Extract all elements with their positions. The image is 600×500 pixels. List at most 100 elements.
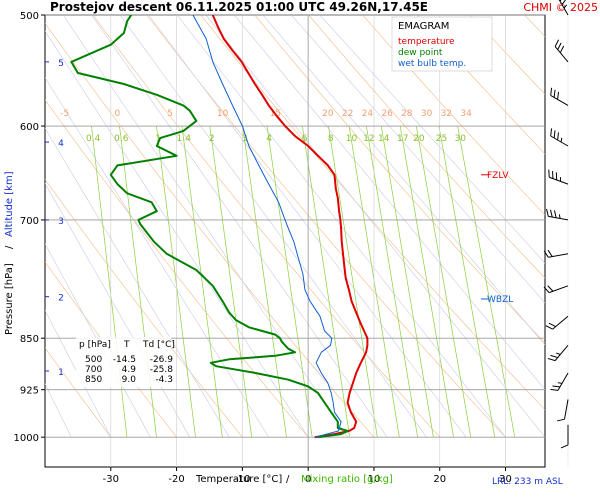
- altitude-tick-label: 1: [58, 368, 64, 378]
- dry-adiabat-line: [45, 99, 309, 438]
- y-tick-label: 600: [20, 122, 39, 133]
- wind-barb-flag: [553, 89, 556, 98]
- wind-barb-flag: [548, 169, 550, 178]
- potential-temp-label: 32: [441, 109, 452, 119]
- legend-title: EMAGRAM: [398, 21, 449, 32]
- mixing-ratio-line: [302, 125, 351, 438]
- wind-barb-staff: [557, 0, 569, 16]
- wind-barb-flag: [556, 418, 565, 422]
- wet-bulb-zero-marker: WBZL: [481, 295, 513, 305]
- table-header-t: T: [123, 340, 130, 350]
- wind-barb-staff: [554, 46, 569, 63]
- dry-adiabat-line: [146, 15, 506, 438]
- mixing-ratio-label: 2: [209, 134, 215, 144]
- moist-adiabat-line: [45, 383, 72, 438]
- wind-barb: [550, 372, 569, 391]
- wind-barb: [547, 344, 569, 362]
- table-cell: 9.0: [122, 375, 137, 385]
- wind-barb-flag: [560, 444, 569, 449]
- mixing-ratio-line: [328, 125, 378, 438]
- wind-barb-flag: [550, 87, 553, 96]
- mixing-ratio-label: 14: [378, 134, 390, 144]
- wind-barb: [543, 249, 569, 258]
- wind-barb: [556, 399, 569, 422]
- potential-temp-label: 24: [362, 109, 374, 119]
- wind-barb-flag: [559, 45, 565, 53]
- x-tick-label: -30: [103, 474, 119, 485]
- wind-barb: [543, 285, 569, 294]
- mixing-ratio-label: 3: [242, 134, 248, 144]
- mixing-ratio-label: 0.6: [114, 134, 129, 144]
- potential-temp-label: 26: [381, 109, 393, 119]
- potential-temp-label: 10: [217, 109, 229, 119]
- dry-adiabat-line: [92, 15, 440, 438]
- y-axis-label-pressure: Pressure [hPa]: [4, 263, 15, 335]
- mixing-ratio-line: [156, 125, 196, 438]
- x-tick-label: 20: [433, 474, 446, 485]
- potential-temp-label: 28: [401, 109, 413, 119]
- wind-barb-staff: [549, 176, 569, 185]
- x-tick-label: 10: [368, 474, 381, 485]
- mixing-ratio-label: 25: [436, 134, 447, 144]
- freezing-level-marker: FZLV: [481, 171, 509, 181]
- potential-temp-label: 22: [342, 109, 353, 119]
- moist-adiabat-line: [148, 15, 467, 438]
- wind-barb: [554, 39, 569, 63]
- wind-barb-flag: [555, 172, 558, 181]
- y-axis-label-altitude: Altitude [km]: [4, 171, 15, 237]
- series-wet-bulb-temp-line: [192, 15, 342, 438]
- dry-adiabat-line: [579, 15, 600, 437]
- wind-barb: [557, 0, 569, 16]
- wind-barb-flag: [552, 385, 561, 388]
- table-cell: 850: [85, 375, 102, 385]
- wind-barb-flag: [552, 170, 554, 179]
- x-axis-separator: /: [286, 474, 290, 485]
- mixing-ratio-line: [242, 125, 287, 438]
- potential-temp-label: 20: [322, 109, 334, 119]
- y-tick-label: 500: [20, 11, 39, 22]
- potential-temp-label: 30: [421, 109, 433, 119]
- wind-barb-flag: [553, 130, 556, 139]
- wind-barb-flag: [557, 132, 560, 141]
- table-cell: -25.8: [150, 365, 174, 375]
- wind-barb-staff: [548, 253, 569, 258]
- wind-barb: [546, 208, 569, 221]
- y-tick-label: 925: [20, 386, 39, 397]
- legend-temperature: temperature: [398, 37, 455, 47]
- wind-barb-half: [560, 137, 563, 143]
- plot-frame: [44, 14, 546, 468]
- fzlv-label: FZLV: [487, 171, 509, 181]
- altitude-tick-label: 4: [58, 139, 64, 149]
- potential-temp-label: 34: [460, 109, 472, 119]
- wind-barb-half: [563, 4, 568, 9]
- wind-barb-flag: [548, 322, 556, 328]
- wind-barb-staff: [550, 135, 569, 147]
- wind-barb-flag: [545, 325, 553, 330]
- legend-dew-point: dew point: [398, 48, 443, 58]
- mixing-ratio-line: [415, 125, 472, 438]
- y-axis-label: Pressure [hPa] / Altitude [km]: [4, 171, 15, 335]
- wind-barb-half: [556, 352, 561, 355]
- table-header-td: Td [°C]: [142, 340, 175, 350]
- moist-adiabat-line: [262, 15, 545, 346]
- moist-adiabat-line: [45, 30, 309, 438]
- table-cell: -26.9: [150, 355, 174, 365]
- mixing-ratio-label: 8: [328, 134, 334, 144]
- wind-barb-flag: [550, 209, 553, 218]
- x-axis-label-mixing: Mixing ratio [g/kg]: [301, 474, 393, 485]
- mixing-ratio-line: [209, 125, 253, 438]
- wind-barb-flag: [553, 210, 557, 218]
- potential-temp-label: -5: [60, 109, 69, 119]
- moist-adiabat-line: [45, 77, 269, 438]
- mixing-ratio-label: 4: [266, 134, 272, 144]
- mixing-ratio-label: 17: [397, 134, 408, 144]
- mixing-ratio-line: [438, 125, 496, 438]
- y-tick-label: 700: [20, 216, 39, 227]
- altitude-tick-label: 2: [58, 294, 64, 304]
- series-temperature-line: [211, 15, 369, 439]
- wind-barb-flag: [547, 285, 554, 292]
- wind-barb-staff: [549, 285, 569, 294]
- table-cell: 500: [85, 355, 102, 365]
- legend: EMAGRAM temperature dew point wet bulb t…: [391, 16, 493, 72]
- y-tick-label: 850: [20, 334, 39, 345]
